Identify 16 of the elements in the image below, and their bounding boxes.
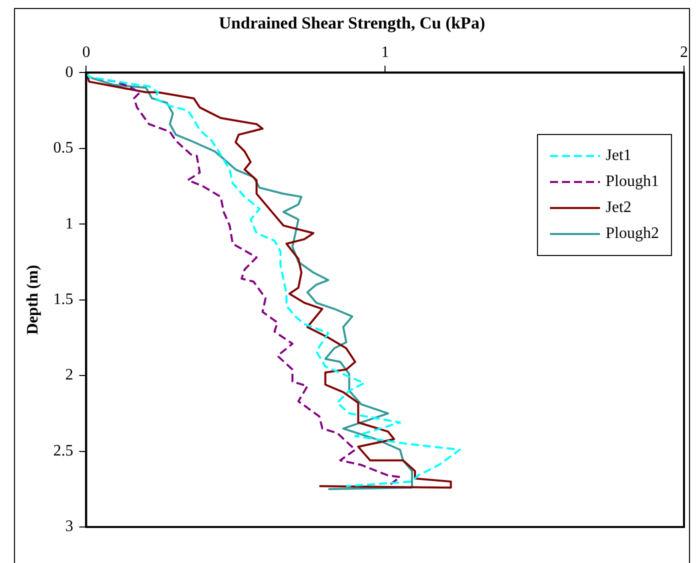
y-tick-label: 1 bbox=[65, 215, 74, 232]
y-tick-label: 2.5 bbox=[53, 442, 74, 460]
y-tick-label: 0.5 bbox=[53, 140, 74, 157]
x-tick-label: 0 bbox=[82, 44, 90, 62]
y-axis-title: Depth (m) bbox=[24, 264, 42, 335]
chart-title: Undrained Shear Strength, Cu (kPa) bbox=[218, 14, 486, 33]
legend-label: Jet2 bbox=[606, 199, 632, 217]
y-tick-label: 1.5 bbox=[53, 291, 74, 308]
legend-label: Plough1 bbox=[606, 173, 659, 191]
legend-label: Jet1 bbox=[606, 147, 632, 165]
x-tick-label: 1 bbox=[381, 44, 390, 62]
legend-label: Plough2 bbox=[606, 225, 659, 243]
y-tick-label: 3 bbox=[65, 518, 74, 536]
x-tick-label: 2 bbox=[680, 44, 688, 62]
y-tick-label: 0 bbox=[65, 64, 74, 81]
y-tick-label: 2 bbox=[65, 366, 74, 384]
